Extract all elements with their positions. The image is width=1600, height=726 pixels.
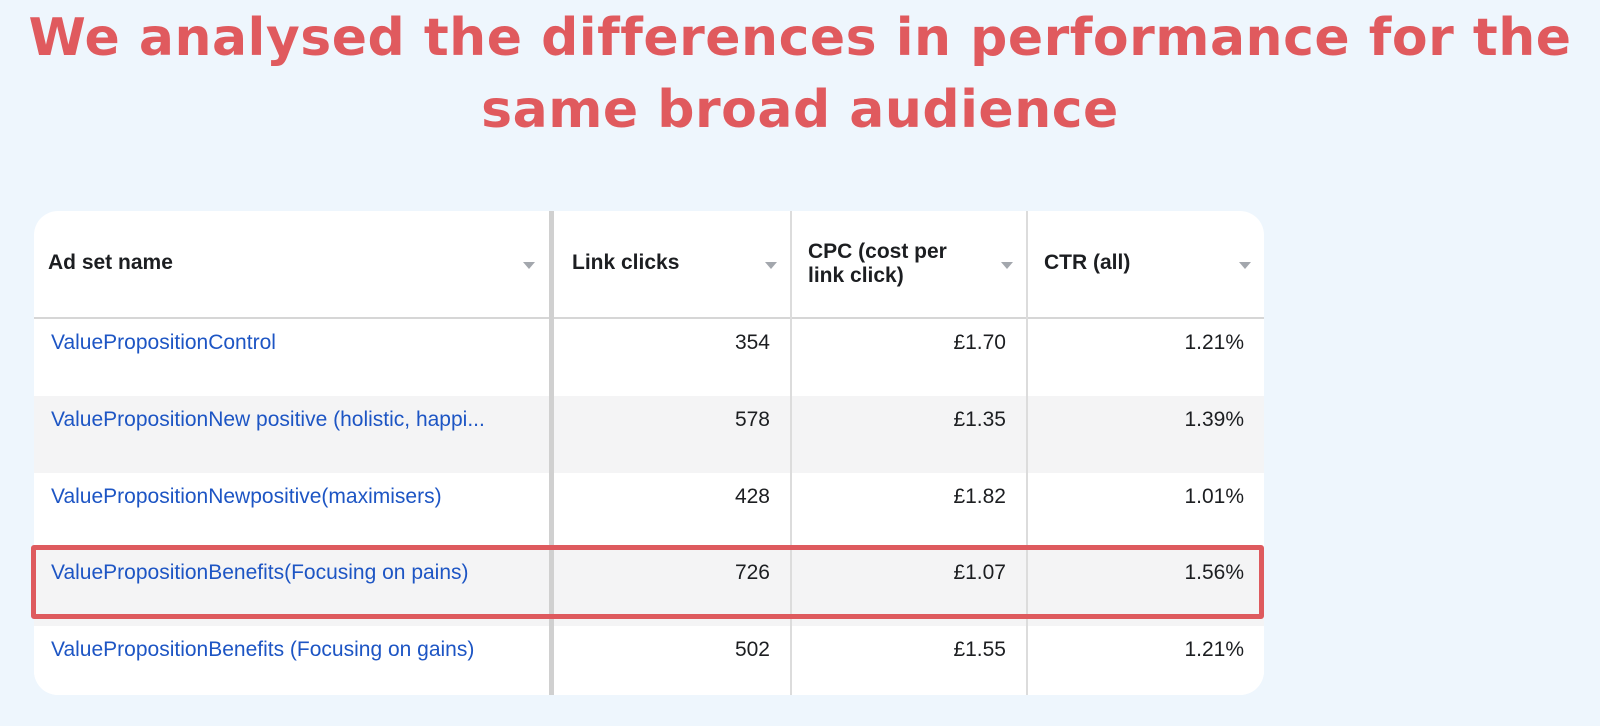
ad-set-name-cell: ValuePropositionBenefits (Focusing on ga… [34,626,550,695]
ctr-cell: 1.56% [1026,549,1264,626]
ctr-value: 1.01% [1184,485,1244,508]
cpc-cell: £1.82 [790,473,1026,549]
ctr-value: 1.39% [1184,408,1244,431]
column-divider [549,211,554,695]
link-clicks-value: 502 [734,638,770,661]
page-headline: We analysed the differences in performan… [0,0,1600,146]
link-clicks-cell: 502 [554,626,790,695]
ctr-cell: 1.21% [1026,626,1264,695]
ctr-value: 1.21% [1184,638,1244,661]
column-header-label: CTR (all) [1044,251,1131,274]
cpc-cell: £1.70 [790,319,1026,396]
ad-set-name-cell: ValuePropositionControl [34,319,550,396]
column-header-link-clicks[interactable]: Link clicks [554,211,790,317]
headline-line-2: same broad audience [481,80,1119,140]
ad-set-name-cell: ValuePropositionNew positive (holistic, … [34,396,550,473]
link-clicks-value: 726 [734,561,770,584]
link-clicks-value: 428 [734,485,770,508]
ctr-cell: 1.39% [1026,396,1264,473]
sort-chevron-down-icon[interactable] [1239,262,1251,269]
column-header-label: Link clicks [572,251,680,274]
table-row: ValuePropositionNew positive (holistic, … [34,396,1264,473]
table-header-row: Ad set name Link clicks CPC (cost per li… [34,211,1264,319]
ad-set-name-link[interactable]: ValuePropositionControl [51,331,276,354]
ad-set-name-link[interactable]: ValuePropositionBenefits (Focusing on ga… [51,638,475,661]
sort-chevron-down-icon[interactable] [765,262,777,269]
cpc-value: £1.07 [953,561,1006,584]
ctr-cell: 1.21% [1026,319,1264,396]
link-clicks-cell: 354 [554,319,790,396]
sort-chevron-down-icon[interactable] [523,262,535,269]
ad-set-name-link[interactable]: ValuePropositionNewpositive(maximisers) [51,485,442,508]
ctr-value: 1.21% [1184,331,1244,354]
column-header-cpc[interactable]: CPC (cost per link click) [790,211,1026,317]
ad-set-name-link[interactable]: ValuePropositionNew positive (holistic, … [51,408,485,431]
ad-set-name-cell: ValuePropositionNewpositive(maximisers) [34,473,550,549]
ctr-cell: 1.01% [1026,473,1264,549]
headline-line-1: We analysed the differences in performan… [28,8,1572,68]
cpc-cell: £1.55 [790,626,1026,695]
table-row: ValuePropositionNewpositive(maximisers) … [34,473,1264,549]
column-divider [790,211,792,695]
link-clicks-value: 354 [734,331,770,354]
cpc-value: £1.35 [953,408,1006,431]
table-row: ValuePropositionControl 354 £1.70 1.21% [34,319,1264,396]
cpc-cell: £1.35 [790,396,1026,473]
column-header-ad-set-name[interactable]: Ad set name [34,211,550,317]
table-row: ValuePropositionBenefits (Focusing on ga… [34,626,1264,695]
column-header-label: Ad set name [48,251,173,274]
table-row-highlighted: ValuePropositionBenefits(Focusing on pai… [34,549,1264,626]
cpc-cell: £1.07 [790,549,1026,626]
cpc-value: £1.82 [953,485,1006,508]
sort-chevron-down-icon[interactable] [1001,262,1013,269]
cpc-value: £1.55 [953,638,1006,661]
link-clicks-cell: 428 [554,473,790,549]
link-clicks-cell: 578 [554,396,790,473]
cpc-value: £1.70 [953,331,1006,354]
ctr-value: 1.56% [1184,561,1244,584]
column-header-ctr[interactable]: CTR (all) [1026,211,1264,317]
link-clicks-cell: 726 [554,549,790,626]
link-clicks-value: 578 [734,408,770,431]
ad-set-name-link[interactable]: ValuePropositionBenefits(Focusing on pai… [51,561,469,584]
ad-sets-table: Ad set name Link clicks CPC (cost per li… [34,211,1264,695]
highlighted-row-outline [31,545,1264,619]
ad-set-name-cell: ValuePropositionBenefits(Focusing on pai… [34,549,550,626]
column-divider [1026,211,1028,695]
column-header-label: CPC (cost per link click) [808,240,947,287]
